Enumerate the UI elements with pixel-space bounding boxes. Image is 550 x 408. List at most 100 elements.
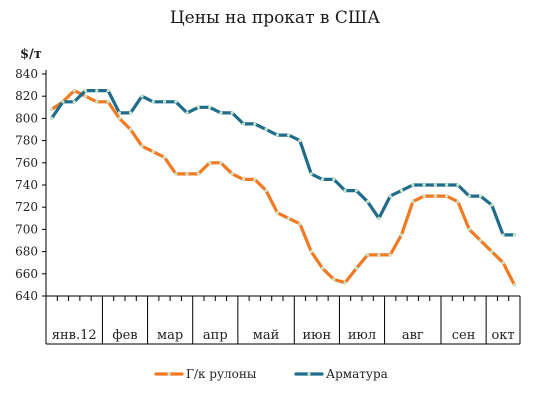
series-1-point <box>478 194 483 198</box>
x-month-label: фев <box>112 328 137 343</box>
series-0-point <box>343 281 347 285</box>
series-1-point <box>174 100 178 104</box>
series-1-point <box>241 122 246 126</box>
series-0-point <box>241 177 246 182</box>
legend: Г/к рулоны Арматура <box>154 367 388 381</box>
series-1-point <box>501 233 505 237</box>
legend-label-0: Г/к рулоны <box>186 367 257 381</box>
y-tick-label: 780 <box>15 134 38 148</box>
x-month-label: июн <box>303 328 332 343</box>
series-0-point <box>467 227 471 231</box>
series-0-point <box>332 277 336 281</box>
series-1-point <box>433 183 437 187</box>
series-1-point <box>117 111 121 115</box>
series-0-point <box>230 172 234 176</box>
series-0-point <box>219 161 223 165</box>
x-month-label: май <box>253 328 280 343</box>
series-0-point <box>399 233 404 237</box>
series-0-point <box>298 222 302 226</box>
series-0-point <box>50 107 54 112</box>
series-1-point <box>467 194 471 198</box>
series-0-point <box>422 194 426 198</box>
y-tick-label: 720 <box>15 200 38 214</box>
series-0-point <box>411 200 415 204</box>
x-month-label: авг <box>402 328 424 343</box>
series-0-point <box>445 194 449 198</box>
y-tick-label: 840 <box>15 67 38 81</box>
series-0-point <box>95 100 99 104</box>
y-tick-label: 740 <box>15 178 38 192</box>
series-0-point <box>388 253 392 257</box>
legend-swatch-marker-1 <box>307 372 311 376</box>
series-1-point <box>354 188 358 193</box>
series-1-point <box>332 177 336 182</box>
series-0-point <box>253 177 257 182</box>
series-0-point <box>72 89 76 93</box>
series-lines <box>49 88 517 287</box>
series-1-point <box>196 105 200 109</box>
y-tick-label: 800 <box>15 111 38 125</box>
series-1-point <box>366 200 370 204</box>
series-0-point <box>501 261 505 265</box>
chart-title: Цены на прокат в США <box>169 8 381 28</box>
x-axis: янв.12 фев мар апр май июн июл авг сен окт <box>46 295 521 345</box>
series-1-point <box>411 183 415 187</box>
series-1-point <box>50 116 54 120</box>
x-month-label: сен <box>452 328 476 343</box>
series-1-point <box>129 111 133 115</box>
x-month-label: июл <box>348 328 376 343</box>
series-1-point <box>83 89 88 93</box>
series-0-point <box>83 94 88 98</box>
series-1-point <box>512 233 516 237</box>
series-0-point <box>512 283 516 287</box>
y-axis: $/т 640 660 680 700 720 740 760 780 800 820 840 <box>15 47 47 344</box>
series-1-point <box>377 216 381 220</box>
series-1-point <box>490 203 494 207</box>
series-0-point <box>151 150 155 154</box>
series-0-point <box>106 100 110 104</box>
series-1-point <box>445 183 449 187</box>
y-tick-label: 700 <box>15 222 38 236</box>
series-0-point <box>129 127 133 132</box>
y-axis-unit-label: $/т <box>20 47 42 62</box>
series-0-point <box>196 172 200 176</box>
series-1-point <box>456 183 460 187</box>
y-tick-label: 680 <box>15 245 38 259</box>
x-month-label: апр <box>203 328 228 343</box>
series-1-point <box>399 188 404 193</box>
series-1-point <box>95 89 99 93</box>
x-month-label: мар <box>157 328 183 343</box>
series-1-point <box>106 89 110 93</box>
series-1-point <box>388 194 392 198</box>
series-0-point <box>174 172 178 176</box>
series-1-point <box>140 94 144 98</box>
legend-label-1: Арматура <box>326 367 388 381</box>
series-0-point <box>309 250 313 254</box>
y-tick-label: 760 <box>15 156 38 170</box>
series-0-point <box>140 144 144 148</box>
y-tick-label: 660 <box>15 267 38 281</box>
series-0-point <box>185 172 189 176</box>
legend-swatch-marker-0 <box>167 372 171 376</box>
y-tick-label: 640 <box>15 289 38 303</box>
series-1-point <box>253 122 257 126</box>
y-tick-label: 820 <box>15 89 38 103</box>
series-0-point <box>287 216 291 220</box>
series-0-point <box>162 155 167 159</box>
series-1-point <box>208 105 212 109</box>
series-1-point <box>219 111 223 115</box>
series-1-point <box>422 183 426 187</box>
series-1-point <box>264 127 268 132</box>
series-1-point <box>61 100 65 104</box>
series-1-point <box>287 133 291 137</box>
series-line-1 <box>49 88 517 237</box>
series-0-point <box>456 200 460 204</box>
series-0-point <box>366 253 370 257</box>
series-0-point <box>490 250 494 254</box>
series-0-point <box>208 161 212 165</box>
x-month-label: окт <box>491 328 514 343</box>
series-1-point <box>72 100 76 104</box>
series-0-point <box>433 194 437 198</box>
series-0-point <box>320 266 325 270</box>
